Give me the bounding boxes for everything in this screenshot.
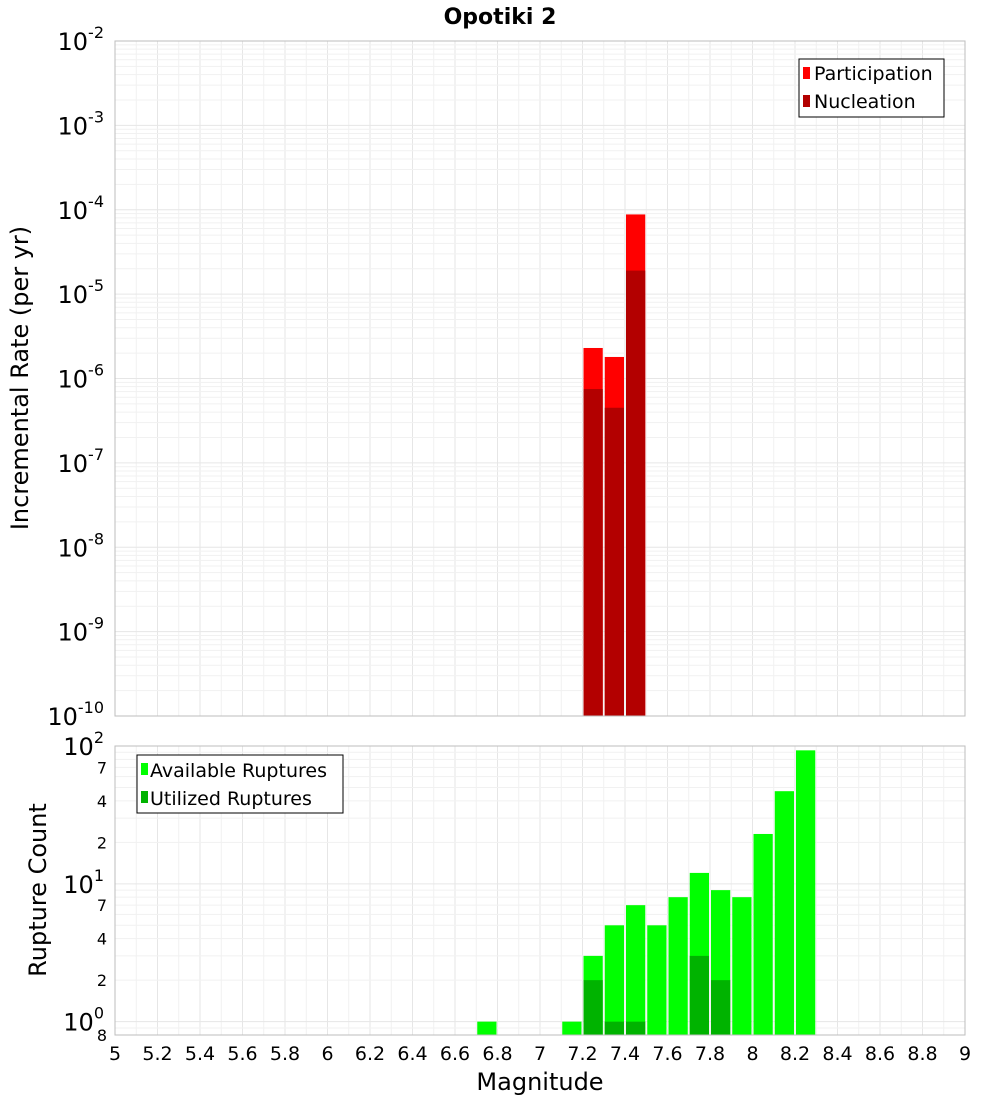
y-minor-tick-label: 4 (97, 792, 107, 811)
legend-swatch-utilized (141, 791, 148, 803)
top-legend-box (798, 58, 945, 118)
y-tick-label: 10-6 (58, 361, 105, 394)
y-minor-tick-label: 7 (97, 758, 107, 777)
x-tick-label: 5.8 (270, 1043, 300, 1065)
bar-available-ruptures (604, 925, 624, 1035)
bar-utilized-ruptures (583, 980, 603, 1035)
x-tick-label: 8 (746, 1043, 758, 1065)
bottom-plot-frame (114, 745, 966, 1036)
x-tick-label: 8.4 (822, 1043, 852, 1065)
legend-swatch-nucleation (803, 95, 810, 107)
legend-label-available: Available Ruptures (150, 760, 327, 782)
x-tick-label: 8.2 (780, 1043, 810, 1065)
bottom-y-tick-labels: 100 101 102 8 2 4 7 2 4 7 (63, 728, 107, 1045)
x-tick-label: 6 (321, 1043, 333, 1065)
x-tick-label: 7.8 (695, 1043, 725, 1065)
y-tick-label: 10-2 (58, 23, 105, 56)
y-minor-tick-label: 8 (97, 1026, 107, 1045)
y-tick-label: 100 (63, 1004, 104, 1037)
bar-available-ruptures (626, 905, 646, 1035)
x-tick-label: 5 (109, 1043, 121, 1065)
x-tick-label: 8.6 (865, 1043, 895, 1065)
x-tick-label: 6.8 (482, 1043, 512, 1065)
bar-available-ruptures (774, 791, 794, 1035)
y-tick-label: 102 (63, 728, 104, 761)
bar-available-ruptures (732, 897, 752, 1035)
legend-label-participation: Participation (814, 63, 933, 85)
x-tick-label: 5.2 (142, 1043, 172, 1065)
legend-label-utilized: Utilized Ruptures (150, 788, 312, 810)
top-panel: 10-10 10-9 10-8 10-7 10-6 10-5 10-4 10-3 10-2 In… (6, 23, 966, 731)
y-minor-tick-label: 2 (97, 971, 107, 990)
x-tick-label: 7.2 (567, 1043, 597, 1065)
bottom-panel: 100 101 102 8 2 4 7 2 4 7 5 5.2 5.4 5.6 5.8 6 6.2 6.4 6.6… (24, 728, 971, 1096)
x-tick-label: 7 (534, 1043, 546, 1065)
legend-label-nucleation: Nucleation (814, 91, 916, 113)
bar-available-ruptures (668, 897, 688, 1035)
bar-utilized-ruptures (626, 1021, 646, 1035)
legend-swatch-available (141, 763, 148, 775)
bottom-x-tick-labels: 5 5.2 5.4 5.6 5.8 6 6.2 6.4 6.6 6.8 7 7.2 7.4 7.6 7.8 8… (109, 1043, 971, 1065)
bottom-legend-box (136, 754, 344, 814)
y-tick-label: 10-10 (47, 698, 104, 731)
bar-nucleation (604, 407, 624, 716)
y-tick-label: 101 (63, 866, 104, 899)
y-tick-label: 10-8 (58, 529, 105, 562)
chart-title: Opotiki 2 (444, 5, 557, 30)
bar-utilized-ruptures (689, 955, 709, 1035)
bottom-y-axis-label: Rupture Count (24, 803, 52, 977)
y-tick-label: 10-5 (58, 276, 105, 309)
x-tick-label: 6.4 (397, 1043, 427, 1065)
x-tick-label: 5.6 (227, 1043, 257, 1065)
bottom-bars (477, 750, 816, 1035)
x-tick-label: 9 (959, 1043, 971, 1065)
x-tick-label: 6.2 (355, 1043, 385, 1065)
x-axis-label: Magnitude (476, 1068, 603, 1096)
bar-nucleation (626, 270, 646, 716)
x-tick-label: 8.8 (907, 1043, 937, 1065)
y-tick-label: 10-9 (58, 614, 105, 647)
y-tick-label: 10-4 (58, 192, 105, 225)
top-plot-frame (114, 40, 966, 717)
bottom-grid (114, 745, 966, 1036)
bar-utilized-ruptures (604, 1021, 624, 1035)
bar-available-ruptures (477, 1021, 497, 1035)
top-y-tick-labels: 10-10 10-9 10-8 10-7 10-6 10-5 10-4 10-3 10-2 (47, 23, 104, 731)
legend-swatch-participation (803, 67, 810, 79)
top-legend: Participation Nucleation (798, 58, 945, 118)
x-tick-label: 5.4 (185, 1043, 215, 1065)
y-minor-tick-label: 4 (97, 930, 107, 949)
top-y-axis-label: Incremental Rate (per yr) (6, 226, 34, 530)
x-tick-label: 7.4 (610, 1043, 640, 1065)
bar-nucleation (583, 389, 603, 716)
x-tick-label: 7.6 (652, 1043, 682, 1065)
bar-available-ruptures (647, 925, 667, 1035)
top-grid (114, 40, 966, 717)
y-minor-tick-label: 7 (97, 896, 107, 915)
y-tick-label: 10-3 (58, 107, 105, 140)
bar-available-ruptures (562, 1021, 582, 1035)
top-bars (583, 214, 646, 717)
bottom-legend: Available Ruptures Utilized Ruptures (136, 754, 344, 814)
x-tick-label: 6.6 (440, 1043, 470, 1065)
y-tick-label: 10-7 (58, 445, 105, 478)
bar-available-ruptures (753, 833, 773, 1035)
y-minor-tick-label: 2 (97, 833, 107, 852)
bar-utilized-ruptures (711, 980, 731, 1035)
bar-available-ruptures (796, 750, 816, 1035)
